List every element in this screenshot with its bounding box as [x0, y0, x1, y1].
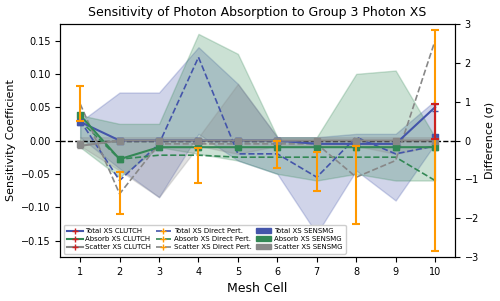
Point: [431, 138, 439, 143]
Point: [392, 145, 400, 150]
Point: [76, 141, 84, 146]
Point: [194, 138, 202, 143]
Point: [274, 138, 281, 143]
Point: [431, 145, 439, 150]
Point: [194, 145, 202, 150]
Point: [155, 138, 163, 143]
Point: [155, 145, 163, 150]
Point: [194, 138, 202, 143]
Point: [392, 141, 400, 146]
Point: [352, 138, 360, 143]
Y-axis label: Difference (σ): Difference (σ): [484, 102, 494, 179]
Point: [274, 138, 281, 143]
Point: [313, 138, 321, 143]
X-axis label: Mesh Cell: Mesh Cell: [228, 282, 288, 296]
Point: [116, 138, 124, 143]
Y-axis label: Sensitivity Coefficient: Sensitivity Coefficient: [6, 79, 16, 201]
Point: [234, 138, 242, 143]
Title: Sensitivity of Photon Absorption to Group 3 Photon XS: Sensitivity of Photon Absorption to Grou…: [88, 5, 427, 19]
Point: [76, 119, 84, 124]
Legend: Total XS CLUTCH, Absorb XS CLUTCH, Scatter XS CLUTCH, Total XS Direct Pert., Abs: Total XS CLUTCH, Absorb XS CLUTCH, Scatt…: [64, 225, 346, 254]
Point: [431, 135, 439, 140]
Point: [234, 138, 242, 143]
Point: [155, 138, 163, 143]
Point: [116, 157, 124, 162]
Point: [313, 141, 321, 146]
Point: [352, 145, 360, 150]
Point: [234, 145, 242, 150]
Point: [274, 145, 281, 150]
Point: [313, 145, 321, 150]
Point: [116, 138, 124, 143]
Point: [352, 141, 360, 146]
Point: [76, 113, 84, 118]
Point: [392, 138, 400, 143]
